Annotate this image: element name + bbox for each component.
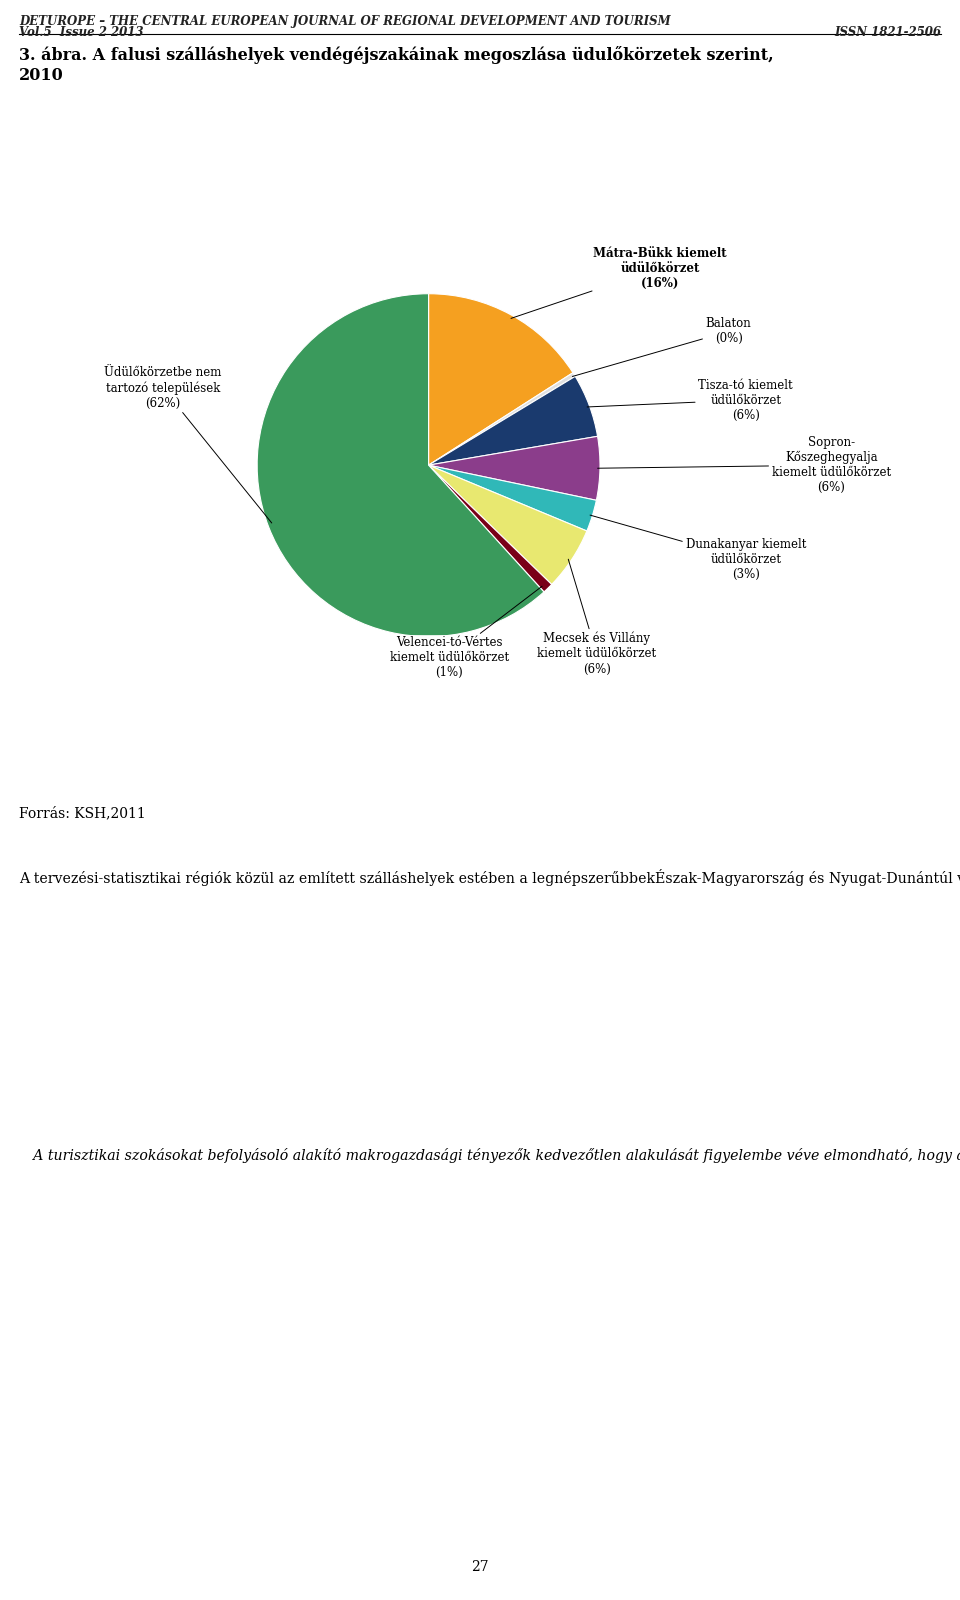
Wedge shape (428, 376, 597, 466)
Text: Vol.5  Issue 2 2013: Vol.5 Issue 2 2013 (19, 26, 144, 40)
Text: 3. ábra. A falusi szálláshelyek vendégéjszakáinak megoszlása üdulőkörzetek szeri: 3. ábra. A falusi szálláshelyek vendégéj… (19, 46, 774, 83)
Text: ISSN 1821-2506: ISSN 1821-2506 (834, 26, 941, 40)
Text: DETUROPE – THE CENTRAL EUROPEAN JOURNAL OF REGIONAL DEVELOPMENT AND TOURISM: DETUROPE – THE CENTRAL EUROPEAN JOURNAL … (19, 14, 671, 29)
Text: A tervezési-statisztikai régiók közül az említett szálláshelyek estében a legnép: A tervezési-statisztikai régiók közül az… (19, 869, 960, 886)
Wedge shape (428, 466, 587, 584)
Wedge shape (428, 437, 600, 501)
Text: 27: 27 (471, 1560, 489, 1574)
Text: Dunakanyar kiemelt
üdülőkörzet
(3%): Dunakanyar kiemelt üdülőkörzet (3%) (590, 515, 805, 581)
Wedge shape (428, 466, 596, 531)
Wedge shape (428, 373, 575, 466)
Wedge shape (428, 466, 552, 592)
Wedge shape (257, 294, 544, 637)
Text: Velencei-tó-Vértes
kiemelt üdülőkörzet
(1%): Velencei-tó-Vértes kiemelt üdülőkörzet (… (390, 586, 542, 678)
Text: Balaton
(0%): Balaton (0%) (572, 317, 752, 376)
Text: Mátra-Bükk kiemelt
üdülőkörzet
(16%): Mátra-Bükk kiemelt üdülőkörzet (16%) (511, 246, 727, 318)
Text: Sopron-
Kőszeghegyalja
kiemelt üdülőkörzet
(6%): Sopron- Kőszeghegyalja kiemelt üdülőkörz… (598, 437, 891, 494)
Text: Mecsek és Villány
kiemelt üdülőkörzet
(6%): Mecsek és Villány kiemelt üdülőkörzet (6… (537, 560, 656, 675)
Text: Tisza-tó kiemelt
üdülőkörzet
(6%): Tisza-tó kiemelt üdülőkörzet (6%) (588, 379, 793, 421)
Text: Forrás: KSH,2011: Forrás: KSH,2011 (19, 806, 146, 821)
Text: Üdülőkörzetbe nem
tartozó települések
(62%): Üdülőkörzetbe nem tartozó települések (6… (105, 366, 272, 523)
Wedge shape (428, 294, 573, 466)
Text: A turisztikai szokásokat befolyásoló alakító makrogazdasági tényezők kedvezőtlen: A turisztikai szokásokat befolyásoló ala… (19, 1147, 960, 1163)
